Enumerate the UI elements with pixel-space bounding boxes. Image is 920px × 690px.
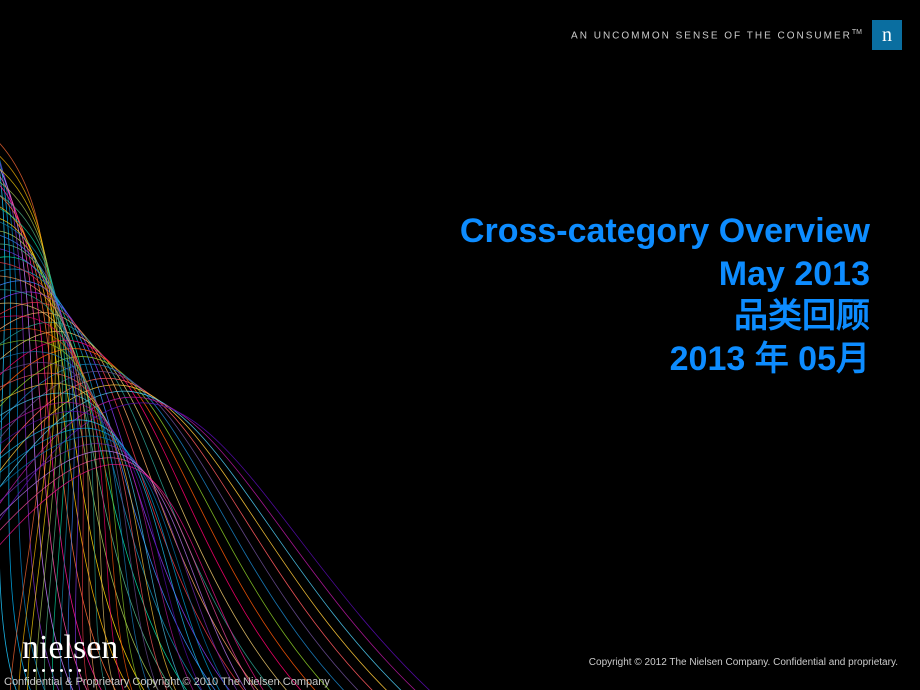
title-line-1: Cross-category Overview — [460, 210, 870, 253]
title-line-3: 品类回顾 — [460, 295, 870, 338]
copyright-text: Copyright © 2012 The Nielsen Company. Co… — [589, 657, 898, 668]
title-line-2: May 2013 — [460, 253, 870, 296]
brand-dots — [22, 669, 118, 672]
header: AN UNCOMMON SENSE OF THE CONSUMERTM n — [571, 20, 902, 50]
decorative-arcs — [0, 0, 460, 690]
tagline-text: AN UNCOMMON SENSE OF THE CONSUMER — [571, 30, 852, 41]
nielsen-badge-icon: n — [872, 20, 902, 50]
tagline-tm: TM — [852, 29, 862, 36]
title-block: Cross-category Overview May 2013 品类回顾 20… — [460, 210, 870, 380]
brand-logo: nielsen — [22, 629, 118, 672]
logo-letter: n — [882, 24, 892, 47]
tagline: AN UNCOMMON SENSE OF THE CONSUMERTM — [571, 29, 862, 41]
brand-name: nielsen — [22, 629, 118, 667]
footer-confidential: Confidential & Proprietary Copyright © 2… — [0, 674, 334, 690]
title-line-4: 2013 年 05月 — [460, 338, 870, 381]
